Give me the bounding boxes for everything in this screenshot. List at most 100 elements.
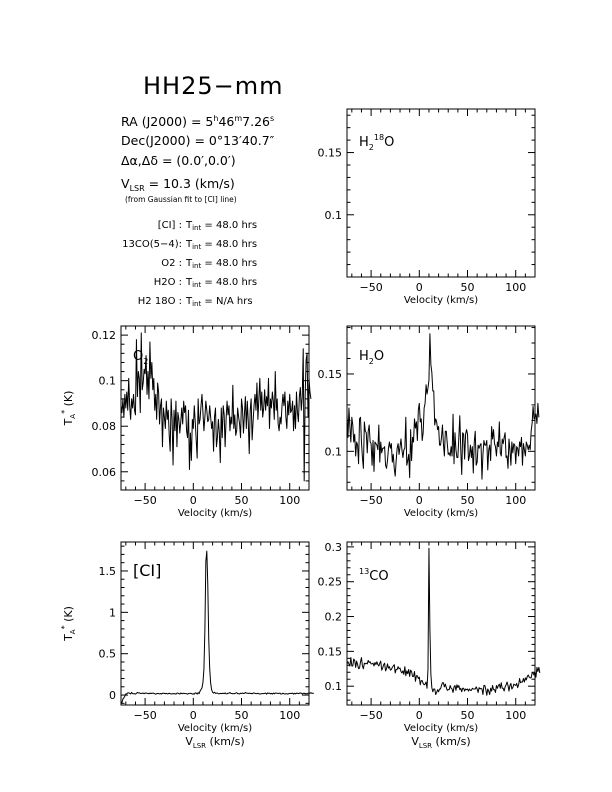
- x-axis-label: Velocity (km/s): [404, 508, 478, 519]
- y-tick-label: 0.1: [99, 375, 117, 388]
- y-tick-label: 0.2: [325, 611, 343, 624]
- panel-label: [CI]: [133, 561, 161, 580]
- x-tick-label: 100: [505, 281, 526, 294]
- integration-line-h2o: H2O :: [154, 277, 182, 288]
- x-tick-label: 100: [279, 709, 300, 722]
- tint-value: N/A hrs: [216, 296, 253, 307]
- x-tick-label: 0: [416, 281, 423, 294]
- tint-symbol: T: [185, 220, 193, 231]
- x-tick-label: 0: [416, 494, 423, 507]
- tint-row-4: Tint = N/A hrs: [185, 296, 253, 308]
- x-tick-label: −50: [359, 281, 382, 294]
- tint-value: 48.0 hrs: [216, 239, 257, 250]
- tint-value: 48.0 hrs: [216, 277, 257, 288]
- tint-subscript: int: [192, 224, 201, 232]
- ra-minutes: 46: [218, 114, 234, 129]
- dec-value: 0°13′40.7″: [209, 133, 275, 148]
- y-tick-label: 0.1: [325, 680, 343, 693]
- vlsr-note: (from Gaussian fit to [CI] line): [125, 195, 237, 204]
- spectrum-line: [120, 332, 312, 482]
- y-tick-label: 1: [109, 606, 116, 619]
- offset-value: (0.0′,0.0′): [176, 153, 235, 168]
- vlsr-subscript: LSR: [130, 184, 146, 193]
- y-tick-label: 0.25: [318, 576, 343, 589]
- panel-h2o: −50 0 50 100 0.1 0.15 Velocity (km/s) H2O: [318, 325, 540, 519]
- y-tick-label: 0.12: [92, 329, 117, 342]
- offset-label: Δα,Δδ: [121, 153, 158, 168]
- panel-label: H218O: [359, 133, 394, 152]
- y-tick-label: 0.15: [318, 147, 343, 160]
- panel-13co: −50 0 50 100 0.1 0.15 0.2 0.25 0.3 Velocity (km/s…: [318, 541, 541, 750]
- svg-text:Tint = 48.0 hrs: Tint = 48.0 hrs: [185, 220, 257, 232]
- tint-subscript: int: [192, 300, 201, 308]
- panel-label: H2O: [359, 349, 384, 366]
- dec-line: Dec(J2000) = 0°13′40.7″: [121, 133, 275, 148]
- ra-hours: 5: [205, 114, 213, 129]
- x-tick-label: −50: [359, 709, 382, 722]
- tint-value: 48.0 hrs: [216, 258, 257, 269]
- y-axis-label: TA* (K): [60, 606, 77, 642]
- y-tick-label: 0.3: [325, 541, 343, 554]
- svg-text:Tint = 48.0 hrs: Tint = 48.0 hrs: [185, 239, 257, 251]
- dec-label: Dec(J2000): [121, 133, 190, 148]
- x-tick-label: 100: [279, 494, 300, 507]
- ra-seconds-unit: s: [270, 114, 274, 123]
- panel-o2: −50 0 50 100 0.06 0.08 0.1 0.12 Velocity (km/s) T…: [60, 325, 312, 519]
- ra-seconds: 7.26: [242, 114, 270, 129]
- tint-row-0: Tint = 48.0 hrs: [185, 220, 257, 232]
- x-tick-label: −50: [133, 709, 156, 722]
- x-tick-label: 0: [190, 709, 197, 722]
- x-tick-label: 0: [190, 494, 197, 507]
- x-tick-label: −50: [359, 494, 382, 507]
- spectrum-line: [120, 550, 314, 704]
- x-axis-label: Velocity (km/s): [178, 508, 252, 519]
- y-tick-label: 1.5: [99, 565, 117, 578]
- svg-text:Tint = 48.0 hrs: Tint = 48.0 hrs: [185, 277, 257, 289]
- x-axis-label: Velocity (km/s): [404, 723, 478, 734]
- y-tick-label: 0.5: [99, 648, 117, 661]
- x-axis-label: Velocity (km/s): [178, 723, 252, 734]
- ra-minutes-unit: m: [234, 114, 242, 123]
- y-tick-label: 0: [109, 689, 116, 702]
- tint-row-1: Tint = 48.0 hrs: [185, 239, 257, 251]
- integration-line-h218o: H2 18O :: [138, 296, 182, 307]
- integration-line-ci: [CI] :: [158, 220, 182, 231]
- y-tick-label: 0.15: [318, 645, 343, 658]
- spectrum-line: [346, 333, 540, 480]
- x-tick-label: 100: [505, 709, 526, 722]
- x-tick-label: 0: [416, 709, 423, 722]
- plot-frame: [346, 541, 536, 706]
- x-tick-label: −50: [133, 494, 156, 507]
- spectrum-line: [346, 547, 541, 696]
- x-tick-label: 50: [235, 709, 249, 722]
- x-tick-label: 50: [235, 494, 249, 507]
- x-axis-label: Velocity (km/s): [404, 295, 478, 306]
- svg-text:Tint = N/A hrs: Tint = N/A hrs: [185, 296, 253, 308]
- y-tick-label: 0.1: [325, 209, 343, 222]
- vlsr-value: 10.3 (km/s): [163, 176, 235, 191]
- tint-symbol: T: [185, 239, 193, 250]
- tint-value: 48.0 hrs: [216, 220, 257, 231]
- vlsr-symbol: V: [121, 176, 130, 191]
- panel-label: 13CO: [359, 567, 389, 584]
- vlsr-axis-label: VLSR (km/s): [185, 735, 244, 750]
- panel-label: O2: [133, 349, 148, 366]
- ra-line: RA (J2000) = 5h46m7.26s: [121, 114, 274, 129]
- y-axis-label: TA* (K): [60, 391, 77, 427]
- tint-symbol: T: [185, 258, 193, 269]
- ra-label: RA (J2000): [121, 114, 187, 129]
- plot-frame: [346, 325, 536, 491]
- tint-row-2: Tint = 48.0 hrs: [185, 258, 257, 270]
- y-tick-label: 0.15: [318, 368, 343, 381]
- x-tick-label: 50: [461, 281, 475, 294]
- integration-times: [CI] : 13CO(5−4): O2 : H2O : H2 18O : Ti…: [122, 220, 257, 308]
- tint-symbol: T: [185, 296, 193, 307]
- x-tick-label: 100: [505, 494, 526, 507]
- y-tick-label: 0.1: [325, 445, 343, 458]
- tint-subscript: int: [192, 243, 201, 251]
- plot-frame: [120, 541, 310, 706]
- x-tick-label: 50: [461, 709, 475, 722]
- y-tick-label: 0.06: [92, 466, 117, 479]
- x-tick-label: 50: [461, 494, 475, 507]
